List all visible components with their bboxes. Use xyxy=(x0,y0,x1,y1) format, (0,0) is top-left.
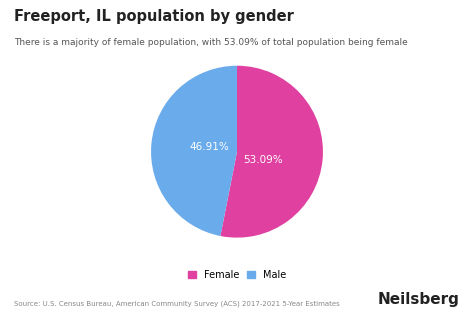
Text: 46.91%: 46.91% xyxy=(190,143,229,152)
Text: There is a majority of female population, with 53.09% of total population being : There is a majority of female population… xyxy=(14,38,408,47)
Text: Freeport, IL population by gender: Freeport, IL population by gender xyxy=(14,9,294,24)
Text: Source: U.S. Census Bureau, American Community Survey (ACS) 2017-2021 5-Year Est: Source: U.S. Census Bureau, American Com… xyxy=(14,300,340,307)
Wedge shape xyxy=(220,66,323,238)
Text: 53.09%: 53.09% xyxy=(243,155,283,165)
Wedge shape xyxy=(151,66,237,236)
Legend: Female, Male: Female, Male xyxy=(188,270,286,280)
Text: Neilsberg: Neilsberg xyxy=(378,292,460,307)
